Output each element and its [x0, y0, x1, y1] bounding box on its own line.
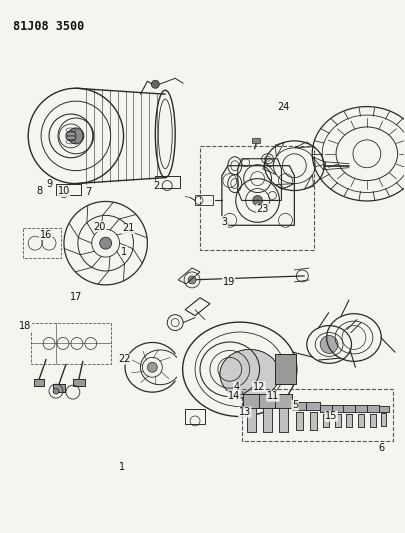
- Bar: [296, 413, 303, 430]
- Bar: [53, 384, 65, 392]
- Bar: [23, 228, 61, 258]
- Bar: [310, 413, 317, 430]
- Bar: [292, 402, 306, 410]
- Bar: [310, 413, 317, 430]
- Bar: [243, 394, 260, 408]
- Bar: [242, 389, 393, 441]
- Bar: [243, 394, 260, 408]
- Text: 11: 11: [267, 391, 279, 401]
- Text: 12: 12: [253, 382, 265, 392]
- Text: 23: 23: [257, 204, 269, 214]
- Bar: [34, 379, 44, 386]
- Circle shape: [53, 388, 59, 394]
- Circle shape: [253, 196, 262, 205]
- Bar: [306, 402, 320, 410]
- Bar: [259, 394, 277, 408]
- Bar: [279, 408, 288, 432]
- Bar: [346, 414, 352, 427]
- Bar: [355, 405, 367, 412]
- Bar: [323, 414, 329, 427]
- Bar: [263, 408, 272, 432]
- Bar: [320, 405, 332, 412]
- Ellipse shape: [220, 350, 279, 399]
- Bar: [200, 146, 314, 250]
- Bar: [31, 322, 111, 365]
- Bar: [195, 196, 213, 205]
- Bar: [296, 413, 303, 430]
- Bar: [259, 394, 277, 408]
- Bar: [247, 408, 256, 432]
- Text: 81J08 3500: 81J08 3500: [13, 20, 85, 33]
- Bar: [73, 379, 85, 386]
- Bar: [358, 414, 364, 427]
- Bar: [263, 408, 272, 432]
- Text: 20: 20: [94, 222, 106, 232]
- Bar: [247, 408, 256, 432]
- Text: 19: 19: [222, 277, 235, 287]
- Bar: [367, 405, 379, 412]
- Circle shape: [147, 362, 157, 372]
- Bar: [335, 414, 341, 427]
- Bar: [370, 414, 376, 427]
- Circle shape: [66, 131, 76, 141]
- Bar: [323, 414, 329, 427]
- Bar: [370, 414, 376, 427]
- Bar: [34, 379, 44, 386]
- Text: 21: 21: [122, 223, 134, 233]
- Text: 1: 1: [119, 462, 125, 472]
- Text: 2: 2: [153, 181, 160, 191]
- Bar: [355, 405, 367, 412]
- Bar: [346, 414, 352, 427]
- Text: 16: 16: [40, 230, 52, 240]
- Bar: [320, 405, 332, 412]
- Circle shape: [68, 128, 84, 144]
- Circle shape: [320, 335, 338, 353]
- Text: 1: 1: [121, 247, 127, 257]
- Bar: [358, 414, 364, 427]
- Bar: [332, 405, 344, 412]
- Bar: [379, 406, 389, 412]
- Text: 13: 13: [239, 407, 251, 417]
- Text: 6: 6: [378, 443, 385, 453]
- Text: 17: 17: [70, 292, 82, 302]
- Circle shape: [100, 237, 112, 249]
- Bar: [335, 414, 341, 427]
- Text: 14: 14: [228, 391, 240, 401]
- Text: 22: 22: [118, 354, 130, 364]
- Bar: [381, 414, 386, 426]
- Bar: [379, 406, 389, 412]
- Bar: [275, 354, 296, 384]
- Bar: [275, 354, 296, 384]
- Bar: [343, 405, 355, 412]
- Bar: [306, 402, 320, 410]
- Bar: [53, 384, 65, 392]
- Bar: [367, 405, 379, 412]
- Bar: [381, 414, 386, 426]
- Bar: [343, 405, 355, 412]
- Bar: [292, 402, 306, 410]
- Text: 3: 3: [222, 216, 228, 227]
- Text: 8: 8: [36, 187, 43, 196]
- Text: 15: 15: [325, 411, 337, 421]
- Text: 5: 5: [292, 400, 298, 410]
- Text: 24: 24: [277, 102, 289, 111]
- Text: 7: 7: [85, 188, 91, 197]
- Bar: [73, 379, 85, 386]
- Circle shape: [188, 276, 196, 284]
- Text: 18: 18: [19, 321, 32, 332]
- Bar: [275, 394, 292, 408]
- Text: 9: 9: [47, 180, 53, 189]
- Text: 10: 10: [58, 187, 70, 196]
- Bar: [332, 405, 344, 412]
- Bar: [279, 408, 288, 432]
- Bar: [252, 138, 260, 143]
- Bar: [275, 394, 292, 408]
- Text: 4: 4: [234, 382, 240, 392]
- Circle shape: [151, 80, 159, 88]
